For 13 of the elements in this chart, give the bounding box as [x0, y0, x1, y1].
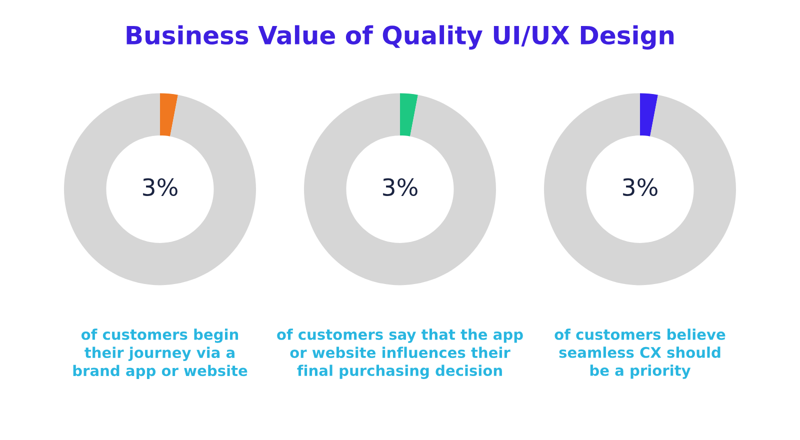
donut-slice: [64, 93, 256, 286]
text: of customers say that the app or website influences their final purchasing decision: [277, 328, 523, 379]
text: 3%: [383, 178, 418, 196]
donut-slice: [640, 93, 658, 136]
donut-slice: [304, 93, 496, 286]
text: 3%: [143, 178, 178, 196]
text: of customers believe seamless CX should be a priority: [554, 328, 726, 379]
text: 3%: [623, 178, 658, 196]
text: of customers begin their journey via a brand app or website: [73, 328, 248, 379]
donut-slice: [400, 93, 418, 136]
text: Business Value of Quality UI/UX Design: [126, 25, 674, 50]
donut-slice: [544, 93, 736, 286]
donut-slice: [160, 93, 178, 136]
